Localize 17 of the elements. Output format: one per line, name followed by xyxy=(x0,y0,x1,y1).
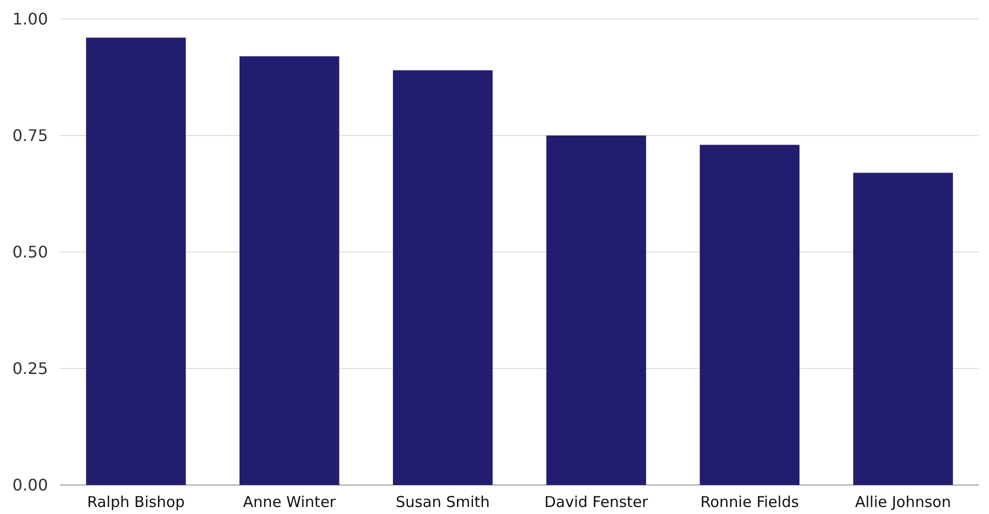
x-tick-label: Allie Johnson xyxy=(855,493,951,511)
x-tick-label: David Fenster xyxy=(544,493,649,511)
bar xyxy=(700,144,800,485)
bar xyxy=(86,38,186,485)
bar xyxy=(853,172,953,485)
x-tick-label: Susan Smith xyxy=(396,493,490,511)
bar xyxy=(546,136,646,485)
x-tick-label: Anne Winter xyxy=(243,493,337,511)
y-tick-label: 0.25 xyxy=(12,359,48,378)
x-tick-label: Ralph Bishop xyxy=(87,493,185,511)
x-tick-label: Ronnie Fields xyxy=(700,493,800,511)
bar xyxy=(392,70,493,485)
bar xyxy=(240,56,340,485)
y-tick-label: 1.00 xyxy=(12,10,48,29)
y-tick-label: 0.50 xyxy=(12,242,48,262)
y-tick-label: 0.00 xyxy=(12,476,48,495)
y-tick-label: 0.75 xyxy=(12,126,48,146)
